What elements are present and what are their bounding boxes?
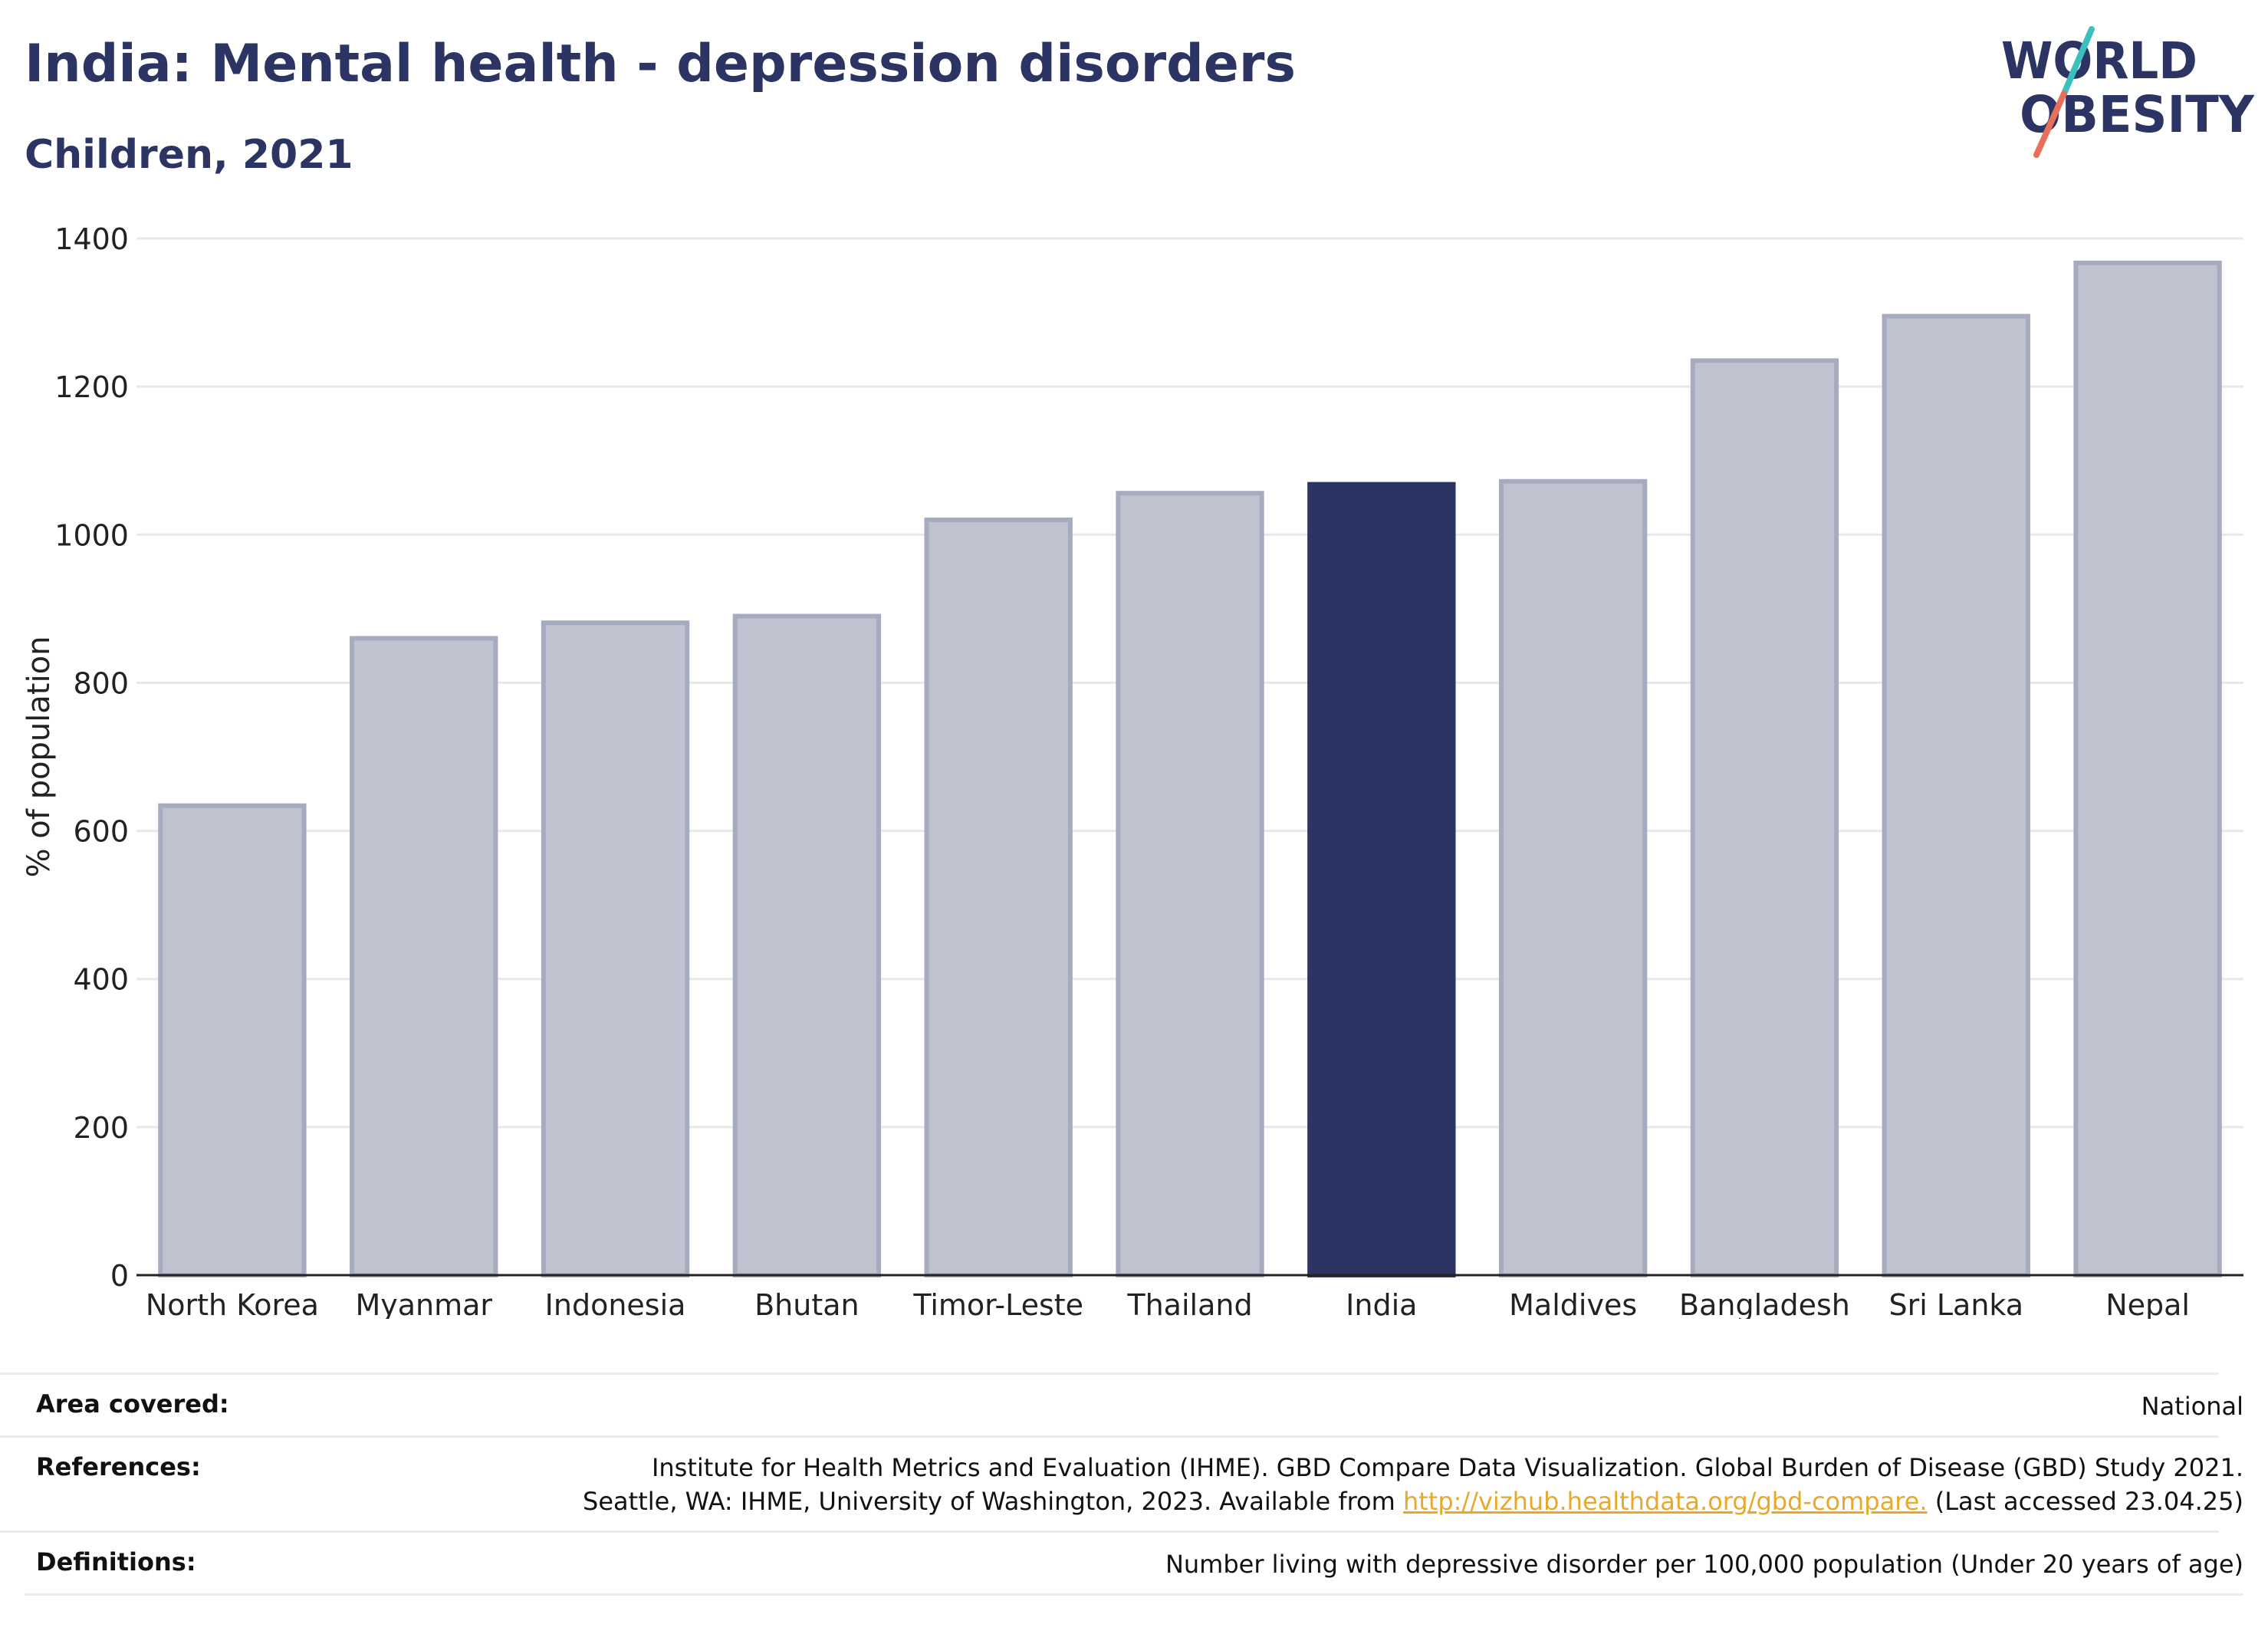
meta-divider-top: [0, 1373, 2219, 1375]
logo-line2: OBESITY: [2020, 85, 2254, 144]
y-axis-label: % of population: [21, 636, 57, 878]
area-covered-row: Area covered: National: [25, 1389, 2243, 1428]
bar-indonesia: [541, 620, 690, 1277]
bar-india: [1307, 482, 1456, 1277]
chart-subtitle: Children, 2021: [25, 132, 353, 178]
x-tick-label: Indonesia: [545, 1288, 686, 1319]
y-tick-label: 200: [73, 1111, 129, 1145]
bars: [158, 260, 2222, 1278]
logo-slash-bottom: [2033, 90, 2067, 158]
y-tick-label: 1200: [54, 370, 129, 404]
bar-bhutan: [732, 613, 882, 1277]
meta-divider-bottom: [25, 1593, 2243, 1596]
bar-thailand: [1116, 491, 1264, 1277]
references-line2-suffix: (Last accessed 23.04.25): [1927, 1487, 2243, 1516]
area-covered-value: National: [2141, 1392, 2243, 1421]
definitions-row: Definitions: Number living with depressi…: [25, 1547, 2243, 1586]
y-tick-label: 0: [110, 1259, 129, 1293]
meta-divider: [0, 1435, 2219, 1438]
y-tick-label: 800: [73, 666, 129, 700]
bar-north-korea: [158, 803, 307, 1278]
y-tick-label: 400: [73, 963, 129, 997]
definitions-value: Number living with depressive disorder p…: [1165, 1550, 2243, 1579]
bar-maldives: [1498, 478, 1648, 1277]
x-tick-label: Timor-Leste: [912, 1288, 1083, 1319]
references-line2-prefix: Seattle, WA: IHME, University of Washing…: [583, 1487, 1403, 1516]
x-tick-label: Nepal: [2105, 1288, 2190, 1319]
area-covered-label: Area covered:: [36, 1389, 229, 1419]
references-link[interactable]: http://vizhub.healthdata.org/gbd-compare…: [1402, 1487, 1928, 1516]
x-tick-label: Bangladesh: [1679, 1288, 1850, 1319]
references-row: References: Institute for Health Metrics…: [25, 1452, 2243, 1529]
x-tick-label: Maldives: [1509, 1288, 1637, 1319]
bar-timor-leste: [924, 517, 1073, 1277]
chart-title: India: Mental health - depression disord…: [25, 34, 1296, 94]
x-tick-label: Thailand: [1126, 1288, 1252, 1319]
bar-bangladesh: [1690, 358, 1839, 1277]
y-tick-label: 1000: [54, 518, 129, 552]
world-obesity-logo: WORLD OBESITY: [2001, 26, 2254, 158]
logo-slash-top: [2061, 26, 2095, 97]
meta-divider: [0, 1530, 2219, 1533]
bar-sri-lanka: [1882, 314, 2030, 1277]
x-axis-ticks: North Korea Myanmar Indonesia Bhutan Timor-L…: [146, 1288, 2190, 1319]
y-tick-label: 1400: [54, 222, 129, 256]
x-tick-label: North Korea: [146, 1288, 319, 1319]
bar-chart: 0 200 400 600 800 1000 1200 1400 North Korea Mya…: [21, 222, 2243, 1319]
x-tick-label: Sri Lanka: [1888, 1288, 2023, 1319]
bar-myanmar: [350, 636, 498, 1277]
bar-nepal: [2073, 260, 2222, 1278]
definitions-label: Definitions:: [36, 1547, 196, 1576]
y-axis-ticks: 0 200 400 600 800 1000 1200 1400: [54, 222, 129, 1293]
logo-line1: WORLD: [2001, 31, 2197, 90]
x-tick-label: Bhutan: [754, 1288, 860, 1319]
references-value: Institute for Health Metrics and Evaluat…: [583, 1451, 2243, 1518]
y-tick-label: 600: [73, 815, 129, 849]
references-label: References:: [36, 1452, 201, 1481]
references-line1: Institute for Health Metrics and Evaluat…: [651, 1453, 2243, 1482]
x-tick-label: Myanmar: [355, 1288, 492, 1319]
x-tick-label: India: [1346, 1288, 1417, 1319]
